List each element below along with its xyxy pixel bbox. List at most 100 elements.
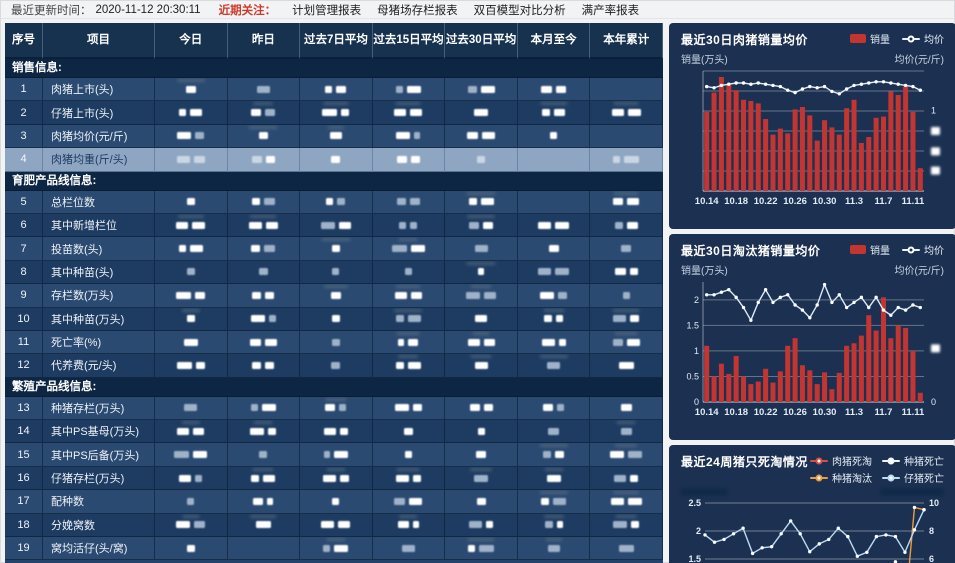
legend-item-仔猪死亡[interactable]: 仔猪死亡 <box>882 470 944 485</box>
svg-text:0.5: 0.5 <box>686 371 699 381</box>
redaction-smudge <box>182 514 200 518</box>
redaction-smudge <box>321 238 351 242</box>
redaction-smudge <box>252 467 274 471</box>
mortality-chart[interactable]: 2.5 2 1.5 10 8 6 <box>681 496 944 563</box>
table-cell <box>300 443 373 467</box>
legend-item-avgprice[interactable]: 均价 <box>902 242 944 257</box>
table-row[interactable]: 16 仔猪存栏(万头) <box>5 466 663 491</box>
redacted-value <box>329 132 342 140</box>
redacted-value <box>410 155 420 163</box>
table-row[interactable]: 19 窝均活仔(头/窝) <box>5 537 663 561</box>
menu-item-3[interactable]: 双百模型对比分析 <box>473 4 566 17</box>
table-row[interactable]: 15 其中PS后备(万头) <box>5 443 663 467</box>
row-label: 肉猪上市(头) <box>43 78 155 102</box>
redacted-value <box>404 268 412 276</box>
table-cell <box>155 354 228 378</box>
table-row[interactable]: 2 仔猪上市(头) <box>5 101 663 125</box>
table-row[interactable]: 13 种猪存栏(万头) <box>5 396 663 421</box>
redacted-value <box>396 155 407 163</box>
table-row[interactable]: 10 其中种苗(万头) <box>5 307 663 331</box>
redacted-value <box>614 221 623 229</box>
redacted-value <box>548 245 559 253</box>
table-row[interactable]: 4 肉猪均重(斤/头) <box>5 148 663 172</box>
legend-item-sales[interactable]: 销量 <box>850 242 890 257</box>
table-row[interactable]: 18 分娩窝数 <box>5 513 663 538</box>
table-row[interactable]: 8 其中种苗(头) <box>5 260 663 285</box>
redacted-value <box>408 338 419 346</box>
redacted-value <box>326 198 334 206</box>
table-cell <box>590 101 663 125</box>
table-cell <box>155 396 228 421</box>
chart1-yleft-label: 销量(万头) <box>681 55 728 66</box>
menu-item-1[interactable]: 计划管理报表 <box>292 4 362 17</box>
table-cell <box>372 190 446 214</box>
row-label: 其中种苗(头) <box>43 260 155 285</box>
legend-item-肉猪死淘[interactable]: 肉猪死淘 <box>810 453 872 468</box>
chart-card-hog-sales: 最近30日肉猪销量均价 销量 均价 销量(万头) 均价(元/斤) 10.14 10… <box>669 23 955 229</box>
redacted-value <box>558 291 568 299</box>
redacted-value <box>410 245 425 253</box>
table-row[interactable]: 11 死亡率(%) <box>5 330 663 355</box>
redacted-value <box>334 544 349 552</box>
redaction-smudge <box>325 397 347 401</box>
table-cell <box>227 420 301 444</box>
redacted-value <box>176 361 192 369</box>
table-cell <box>155 537 228 561</box>
table-cell <box>372 443 446 467</box>
row-number: 9 <box>5 284 43 308</box>
redacted-value <box>627 109 641 117</box>
redacted-value <box>544 315 553 323</box>
redacted-value <box>538 268 552 276</box>
table-cell <box>372 420 446 444</box>
table-cell <box>590 466 663 491</box>
table-cell <box>372 260 446 285</box>
svg-text:11.7: 11.7 <box>874 196 892 207</box>
table-cell <box>155 466 228 491</box>
legend-item-sales[interactable]: 销量 <box>850 31 890 46</box>
table-cell <box>590 260 663 285</box>
cull-sales-chart[interactable]: 10.14 10.18 10.22 10.26 10.30 11.3 11.7 11.11 2 1… <box>681 277 944 419</box>
svg-text:10.14: 10.14 <box>695 407 719 418</box>
table-section-header: 育肥产品线信息: <box>5 171 663 191</box>
chart1-yright-label: 均价(元/斤) <box>894 55 944 66</box>
redaction-smudge <box>327 125 344 129</box>
table-header-row: 序号 项目 今日 昨日 过去7日平均 过去15日平均 过去30日平均 本月至今 本年累计 <box>5 23 663 59</box>
redacted-value <box>195 361 205 369</box>
redacted-value <box>195 291 206 299</box>
table-row[interactable]: 6 其中新增栏位 <box>5 213 663 238</box>
redaction-smudge <box>398 355 419 359</box>
svg-text:10.26: 10.26 <box>783 196 807 207</box>
redacted-value <box>474 361 488 369</box>
row-label: 仔猪上市(头) <box>43 101 155 125</box>
menu-item-4[interactable]: 满产率报表 <box>581 4 640 17</box>
table-row[interactable]: 3 肉猪均价(元/斤) <box>5 124 663 149</box>
redacted-value <box>259 451 268 459</box>
table-cell <box>445 307 518 331</box>
table-cell <box>445 78 518 102</box>
table-row[interactable]: 12 代养费(元/头) <box>5 354 663 378</box>
chart3-axis-titles-redacted <box>681 488 944 496</box>
table-row[interactable]: 7 投苗数(头) <box>5 237 663 261</box>
legend-item-种猪死亡[interactable]: 种猪死亡 <box>882 453 944 468</box>
hog-sales-chart[interactable]: 10.14 10.18 10.22 10.26 10.30 11.3 11.7 11.11 1 <box>681 66 944 208</box>
redacted-value <box>263 474 276 482</box>
table-row[interactable]: 9 存栏数(万头) <box>5 284 663 308</box>
legend-item-种猪淘汰[interactable]: 种猪淘汰 <box>810 470 872 485</box>
redacted-value <box>477 155 486 163</box>
table-cell <box>590 420 663 444</box>
table-row[interactable]: 14 其中PS基母(万头) <box>5 420 663 444</box>
col-header: 序号 <box>5 23 43 59</box>
redacted-value <box>468 544 476 552</box>
table-row[interactable]: 5 总栏位数 <box>5 190 663 214</box>
menu-item-2[interactable]: 母猪场存栏报表 <box>377 4 458 17</box>
line-swatch-icon <box>810 456 828 465</box>
redacted-value <box>613 315 627 323</box>
table-cell <box>300 396 373 421</box>
table-cell <box>300 78 373 102</box>
legend-item-avgprice[interactable]: 均价 <box>902 31 944 46</box>
row-number: 4 <box>5 148 43 172</box>
redacted-value <box>190 109 203 117</box>
table-row[interactable]: 1 肉猪上市(头) <box>5 78 663 102</box>
table-row[interactable]: 17 配种数 <box>5 490 663 514</box>
redacted-value <box>333 451 348 459</box>
